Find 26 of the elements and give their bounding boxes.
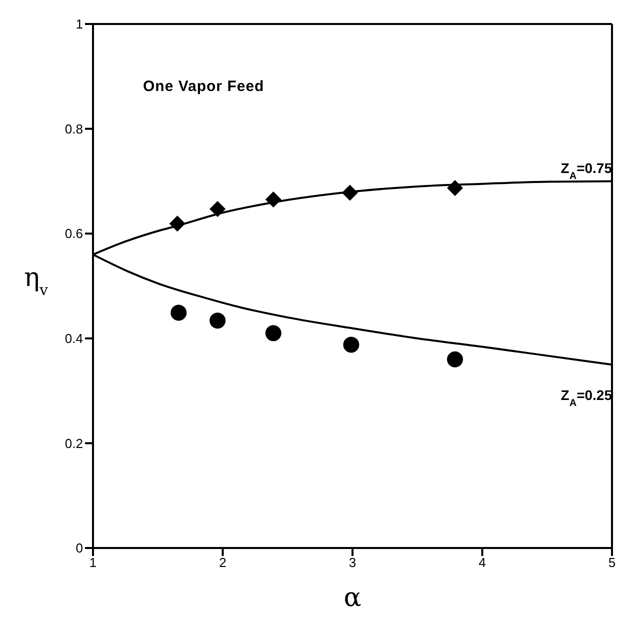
x-axis-title: α xyxy=(344,583,362,613)
y-axis-title: η$_{v}$ xyxy=(24,263,49,299)
y-tick-label: 0.6 xyxy=(64,226,83,242)
point xyxy=(447,351,464,368)
x-tick-label: 3 xyxy=(348,555,356,570)
annotation: Z$_{A}$=0.75 xyxy=(560,160,612,182)
x-tick-label: 5 xyxy=(608,555,616,570)
y-tick-label: 0.2 xyxy=(64,436,83,451)
x-tick-label: 4 xyxy=(478,555,486,570)
y-tick-label: 1 xyxy=(76,16,83,32)
point xyxy=(265,325,282,342)
x-tick-label: 2 xyxy=(219,555,226,570)
point xyxy=(265,192,282,208)
y-tick-label: 0.4 xyxy=(64,331,83,346)
point xyxy=(447,180,464,196)
point xyxy=(170,304,187,321)
point xyxy=(342,184,358,201)
y-tick-label: 0.8 xyxy=(64,121,83,136)
text: One Vapor Feed xyxy=(143,78,264,95)
point xyxy=(343,336,360,353)
point xyxy=(210,200,226,217)
annotation: Z$_{A}$=0.25 xyxy=(560,387,612,408)
x-tick-label: 1 xyxy=(89,555,97,570)
point xyxy=(210,312,226,329)
point xyxy=(169,216,186,232)
y-tick-label: 0 xyxy=(76,540,83,556)
